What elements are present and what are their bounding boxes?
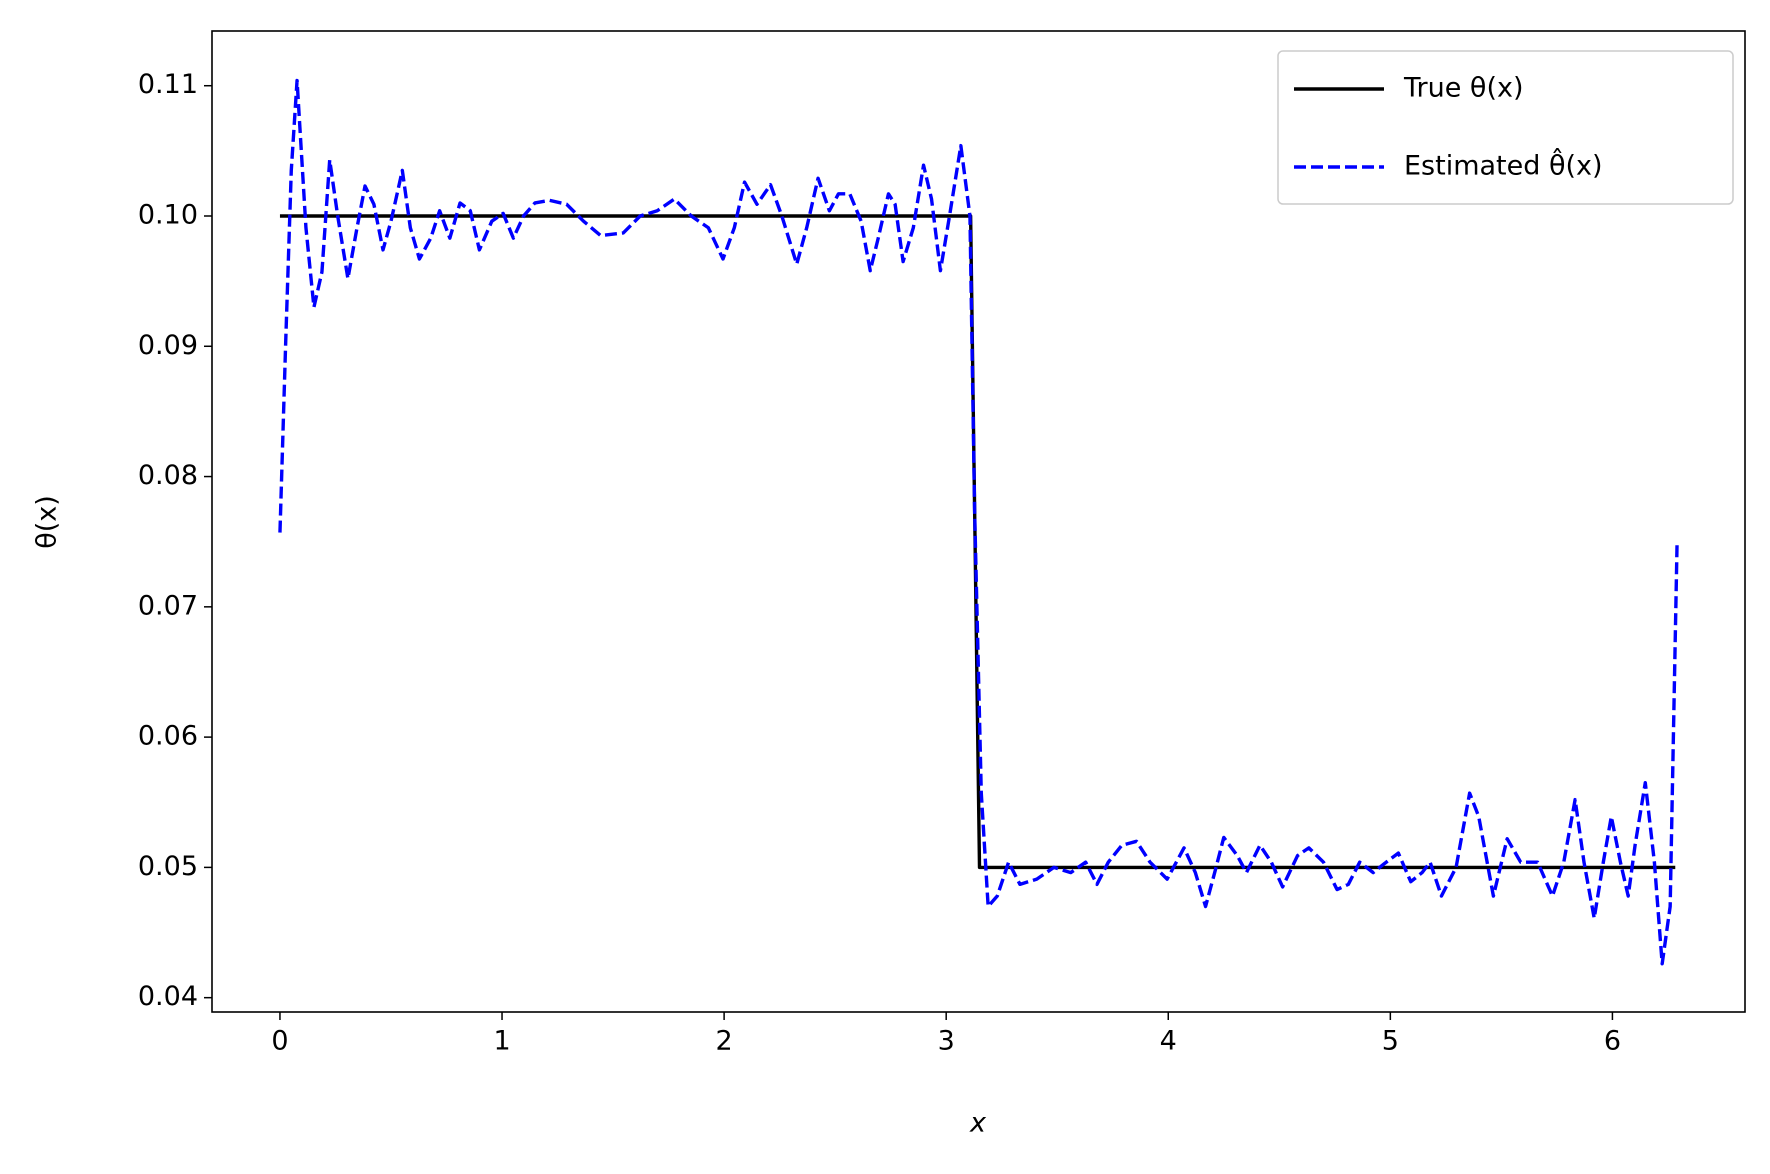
- series-line: [278, 78, 1679, 966]
- x-tick-label: 1: [493, 1026, 510, 1057]
- series-line: [279, 214, 1676, 870]
- x-tick-label: 2: [716, 1026, 733, 1057]
- legend-box: [1277, 50, 1734, 205]
- plot-frame: [211, 30, 1746, 1013]
- x-tick-label: 0: [271, 1026, 288, 1057]
- y-tick-label: 0.06: [138, 721, 198, 752]
- x-tick-label: 3: [938, 1026, 955, 1057]
- y-tick-label: 0.11: [138, 69, 198, 100]
- legend-label: True θ(x): [1403, 73, 1524, 104]
- y-tick-label: 0.10: [138, 199, 198, 230]
- legend: True θ(x) Estimated θ̂(x): [1277, 50, 1734, 205]
- y-axis-label: θ(x): [32, 495, 63, 549]
- legend-label: Estimated θ̂(x): [1404, 148, 1603, 182]
- x-axis-label: x: [969, 1108, 987, 1139]
- y-tick-label: 0.07: [138, 590, 198, 621]
- y-tick-label: 0.08: [138, 460, 198, 491]
- y-tick-label: 0.09: [138, 330, 198, 361]
- x-tick-label: 5: [1382, 1026, 1399, 1057]
- y-tick-label: 0.04: [138, 981, 198, 1012]
- y-tick-label: 0.05: [138, 851, 198, 882]
- x-tick-label: 6: [1604, 1026, 1621, 1057]
- x-tick-label: 4: [1160, 1026, 1177, 1057]
